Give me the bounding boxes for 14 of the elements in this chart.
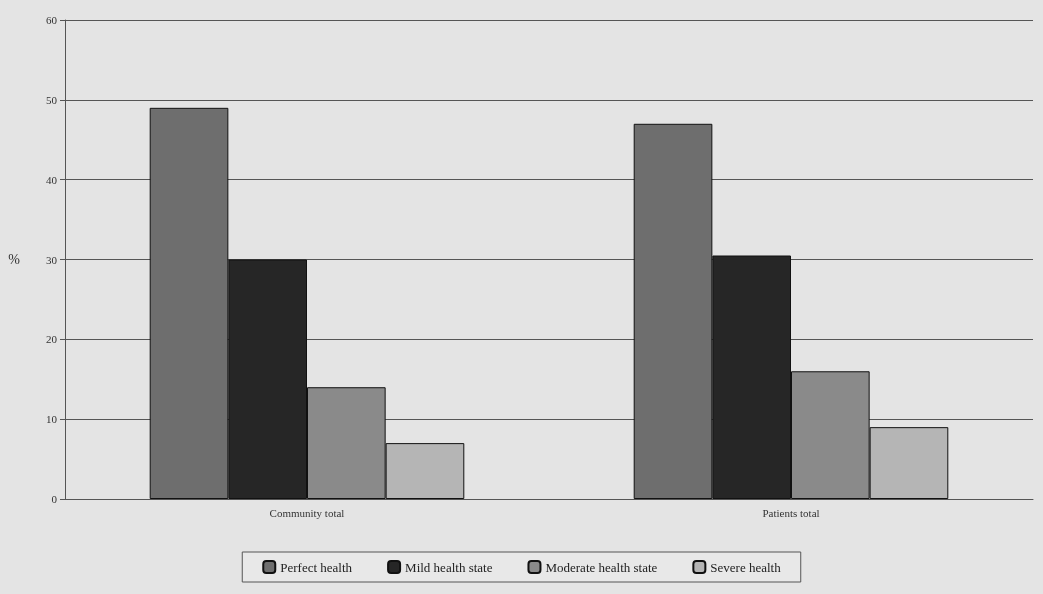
y-tick-label: 50: [46, 93, 58, 106]
x-tick-label: Community total: [269, 506, 345, 519]
legend-label: Moderate health state: [545, 559, 658, 575]
y-tick-label: 0: [51, 493, 58, 505]
y-tick-label: 20: [46, 333, 58, 346]
legend-label: Mild health state: [405, 559, 493, 575]
y-tick-label: 30: [46, 253, 58, 266]
legend-label: Perfect health: [280, 559, 353, 575]
y-tick-label: 10: [46, 413, 58, 426]
x-tick-label: Patients total: [762, 506, 820, 519]
legend-label: Severe health: [710, 559, 782, 575]
y-axis-title: %: [8, 252, 21, 267]
y-tick-label: 40: [46, 173, 58, 186]
y-tick-label: 60: [46, 14, 58, 26]
